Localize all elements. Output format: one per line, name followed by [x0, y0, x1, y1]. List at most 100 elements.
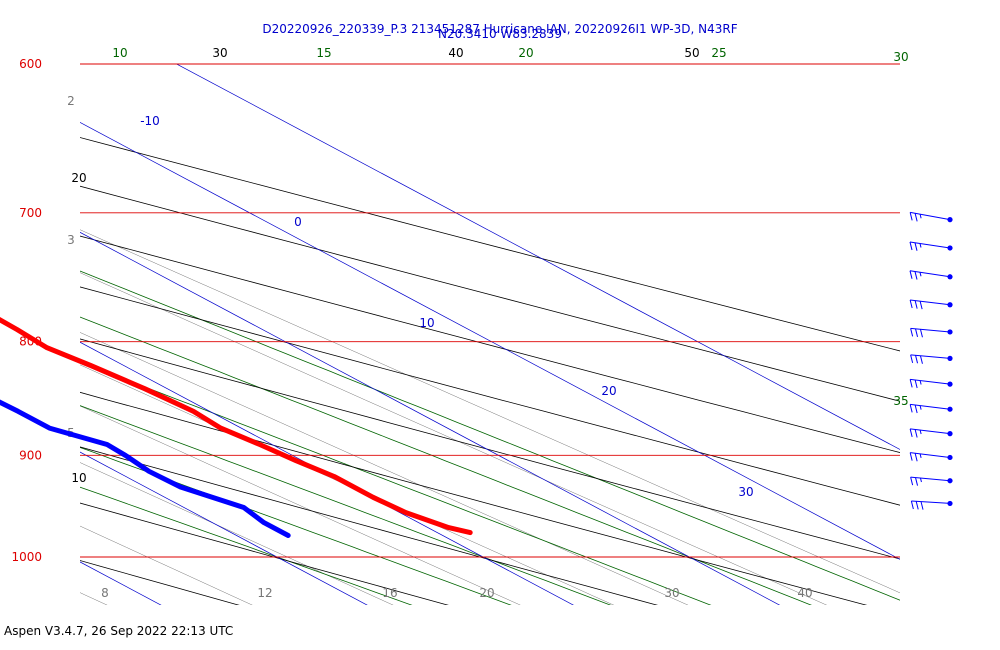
- wind-barbs: [909, 211, 953, 510]
- pressure-label: 800: [19, 335, 42, 349]
- wind-barb: [909, 428, 953, 438]
- wind-barb-staff: [910, 354, 951, 359]
- dry-adiabat-label: 30: [212, 46, 227, 60]
- wind-barb-feather: [914, 404, 918, 414]
- mixing-ratio-label: 12: [257, 586, 272, 600]
- wind-barb-dot: [947, 329, 953, 335]
- wind-barb-feather: [909, 270, 913, 279]
- dry-adiabat-label: 10: [71, 471, 86, 485]
- moist-adiabat-line: [80, 486, 413, 605]
- wind-barb-dot: [947, 245, 953, 251]
- wind-barb-dot: [947, 406, 953, 412]
- chart-title: D20220926_220339_P.3 213451287 Hurricane…: [262, 22, 737, 36]
- wind-barb: [910, 500, 953, 510]
- wind-barb-halffeather: [919, 272, 922, 277]
- footer-text: Aspen V3.4.7, 26 Sep 2022 22:13 UTC: [4, 624, 234, 638]
- temperature-profile-line: [0, 316, 473, 536]
- mixing-ratio-label: 2: [67, 94, 75, 108]
- mixing-ratio-line: [80, 592, 108, 605]
- isotherm-line: [175, 64, 900, 450]
- mixing-ratio-line: [80, 405, 521, 605]
- moist-adiabat-label: 35: [893, 394, 908, 408]
- wind-barb-dot: [947, 217, 953, 223]
- wind-barb: [910, 354, 953, 364]
- mixing-ratio-lines: [80, 229, 900, 605]
- wind-barb-dot: [947, 381, 953, 387]
- wind-barb: [910, 327, 953, 338]
- wind-barb: [909, 211, 953, 223]
- wind-barb-feather: [914, 242, 918, 251]
- wind-barb-dot: [947, 302, 953, 308]
- isotherm-label: -10: [140, 114, 160, 128]
- wind-barb-halffeather: [919, 243, 922, 248]
- wind-barb-staff: [910, 327, 951, 333]
- wind-barb-halffeather: [919, 380, 922, 385]
- mixing-ratio-label: 3: [67, 233, 75, 247]
- wind-barb: [909, 270, 953, 280]
- mixing-ratio-line: [80, 332, 689, 605]
- wind-barb-feather: [919, 301, 923, 310]
- isotherm-line: [80, 451, 368, 605]
- isotherm-label: 30: [738, 485, 753, 499]
- dewpoint-profile-line: [0, 399, 291, 538]
- moist-adiabat-label: 15: [316, 46, 331, 60]
- wind-barb-staff: [910, 452, 951, 458]
- wind-barb-feather: [914, 429, 918, 438]
- wind-barb-feather: [915, 477, 919, 486]
- moist-adiabat-line: [80, 361, 712, 605]
- moist-adiabat-line: [80, 446, 512, 605]
- mixing-ratio-line: [80, 525, 253, 605]
- wind-barb: [909, 241, 953, 251]
- chart-subtitle: N20.3410 W83.2839: [438, 27, 562, 41]
- wind-barb: [910, 476, 953, 486]
- wind-barb-dot: [947, 274, 953, 280]
- mixing-ratio-label: 30: [664, 586, 679, 600]
- wind-barb-dot: [947, 500, 953, 507]
- wind-barb: [909, 452, 953, 462]
- moist-adiabat-line: [80, 405, 612, 605]
- dry-adiabat-label: 40: [448, 46, 463, 60]
- wind-barb-feather: [910, 328, 914, 337]
- mixing-ratio-label: 8: [101, 586, 109, 600]
- wind-barb-feather: [914, 271, 918, 280]
- mixing-ratio-line: [80, 364, 615, 605]
- wind-barb-feather: [914, 453, 918, 462]
- dry-adiabat-line: [80, 338, 900, 560]
- wind-barb-feather: [909, 452, 913, 461]
- wind-barb-feather: [915, 355, 919, 364]
- wind-barb-dot: [947, 355, 953, 361]
- wind-barb-feather: [909, 379, 913, 388]
- mixing-ratio-line: [80, 229, 900, 594]
- wind-barb-staff: [911, 500, 951, 504]
- dry-adiabat-line: [80, 235, 900, 454]
- isotherm-line: [80, 341, 574, 605]
- wind-barb-feather: [910, 477, 914, 486]
- wind-barb-feather: [915, 501, 919, 510]
- wind-barb-staff: [910, 299, 951, 306]
- wind-barb-feather: [914, 300, 918, 309]
- isotherm-label: 0: [294, 215, 302, 229]
- moist-adiabat-label: 10: [112, 46, 127, 60]
- moist-adiabat-label: 25: [711, 46, 726, 60]
- mixing-ratio-label: 16: [382, 586, 397, 600]
- wind-barb-halffeather: [919, 477, 922, 483]
- wind-barb-halffeather: [919, 453, 922, 458]
- wind-barb-halffeather: [919, 429, 922, 435]
- sounding-profiles: [0, 316, 473, 538]
- moist-adiabat-label: 20: [518, 46, 533, 60]
- wind-barb: [909, 378, 953, 389]
- wind-barb-staff: [910, 428, 951, 435]
- dry-adiabats: [80, 137, 900, 605]
- wind-barb-halffeather: [919, 214, 922, 219]
- isotherm-label: 20: [601, 384, 616, 398]
- dry-adiabat-line: [80, 391, 868, 605]
- wind-barb-feather: [914, 379, 918, 389]
- dry-adiabat-line: [80, 446, 659, 605]
- dry-adiabat-label: 50: [684, 46, 699, 60]
- wind-barb-staff: [909, 241, 951, 249]
- wind-barb-halffeather: [919, 405, 922, 410]
- wind-barb: [909, 403, 953, 414]
- mixing-ratio-line: [80, 272, 828, 605]
